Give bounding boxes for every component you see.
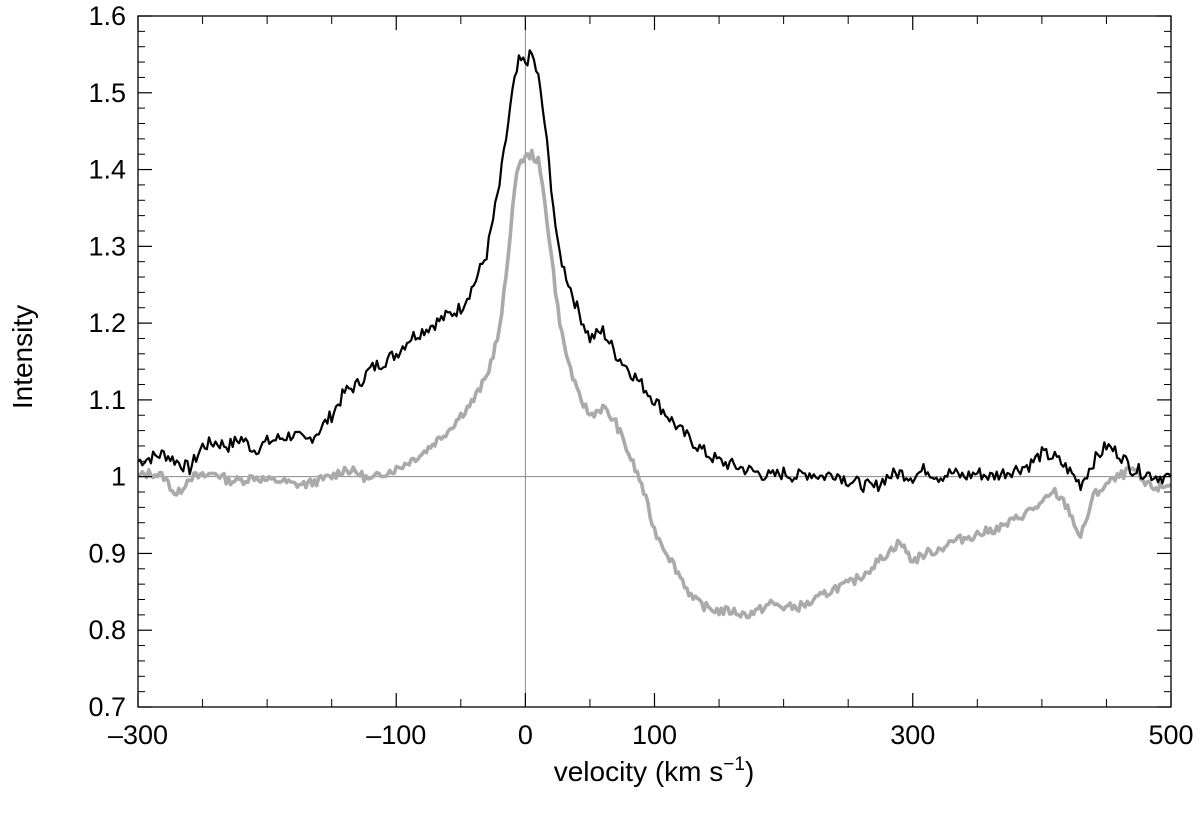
y-tick-label: 1.1 [88, 385, 126, 415]
x-tick-label: –300 [108, 720, 168, 750]
y-tick-label: 1.5 [88, 78, 126, 108]
x-tick-label: 100 [632, 720, 677, 750]
x-tick-label: 300 [890, 720, 935, 750]
plot-layer [137, 16, 1173, 707]
x-tick-label: 0 [518, 720, 533, 750]
y-tick-label: 1.3 [88, 231, 126, 261]
series-line-black [137, 49, 1172, 493]
axis-layer: –300 –100 0 100 300 500 0.7 0.8 0.9 1 1.1 1.2 1.3 1.4… [88, 1, 1193, 750]
y-tick-label: 0.7 [88, 692, 126, 722]
series-line-gray [137, 148, 1173, 620]
plot-frame [137, 15, 1172, 708]
x-axis-title: velocity (km s−1) [554, 754, 755, 787]
y-tick-label: 0.8 [88, 615, 126, 645]
y-tick-label: 1.2 [88, 308, 126, 338]
x-tick-label: 500 [1148, 720, 1193, 750]
y-tick-label: 1.4 [88, 155, 126, 185]
y-tick-label: 0.9 [88, 538, 126, 568]
y-tick-label: 1 [111, 462, 126, 492]
y-tick-label: 1.6 [88, 1, 126, 31]
y-axis-title: Intensity [7, 305, 38, 409]
x-tick-label: –100 [366, 720, 426, 750]
